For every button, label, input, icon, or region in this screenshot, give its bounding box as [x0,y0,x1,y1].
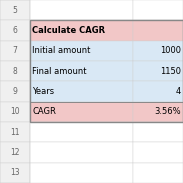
Text: 1000: 1000 [160,46,181,55]
Text: 9: 9 [13,87,18,96]
Bar [30,102,133,122]
Text: 10: 10 [10,107,20,116]
Bar [133,81,183,102]
Bar [133,163,183,183]
Text: 12: 12 [10,148,20,157]
Text: 3.56%: 3.56% [155,107,181,116]
Bar [0,20,30,41]
Bar [30,122,133,142]
Text: Years: Years [32,87,54,96]
Bar [30,41,133,61]
Bar [30,61,133,81]
Bar [0,61,30,81]
Text: 5: 5 [13,6,18,15]
Bar [133,122,183,142]
Bar [30,20,183,122]
Text: 11: 11 [10,128,20,137]
Bar [0,163,30,183]
Bar [133,102,183,122]
Text: 6: 6 [13,26,18,35]
Text: 1150: 1150 [160,67,181,76]
Bar [30,163,133,183]
Bar [0,0,30,20]
Bar [133,142,183,163]
Bar [30,81,133,102]
Text: 8: 8 [13,67,17,76]
Text: 7: 7 [13,46,18,55]
Bar [133,61,183,81]
Bar [0,122,30,142]
Bar [0,0,30,183]
Bar [0,81,30,102]
Bar [133,0,183,20]
Bar [30,0,133,20]
Text: Calculate CAGR: Calculate CAGR [32,26,105,35]
Bar [0,41,30,61]
Bar [30,142,133,163]
Bar [0,142,30,163]
Text: Final amount: Final amount [32,67,87,76]
Text: 4: 4 [176,87,181,96]
Text: 13: 13 [10,168,20,177]
Text: CAGR: CAGR [32,107,56,116]
Bar [133,20,183,41]
Bar [30,20,133,41]
Text: Initial amount: Initial amount [32,46,90,55]
Bar [0,102,30,122]
Bar [133,41,183,61]
